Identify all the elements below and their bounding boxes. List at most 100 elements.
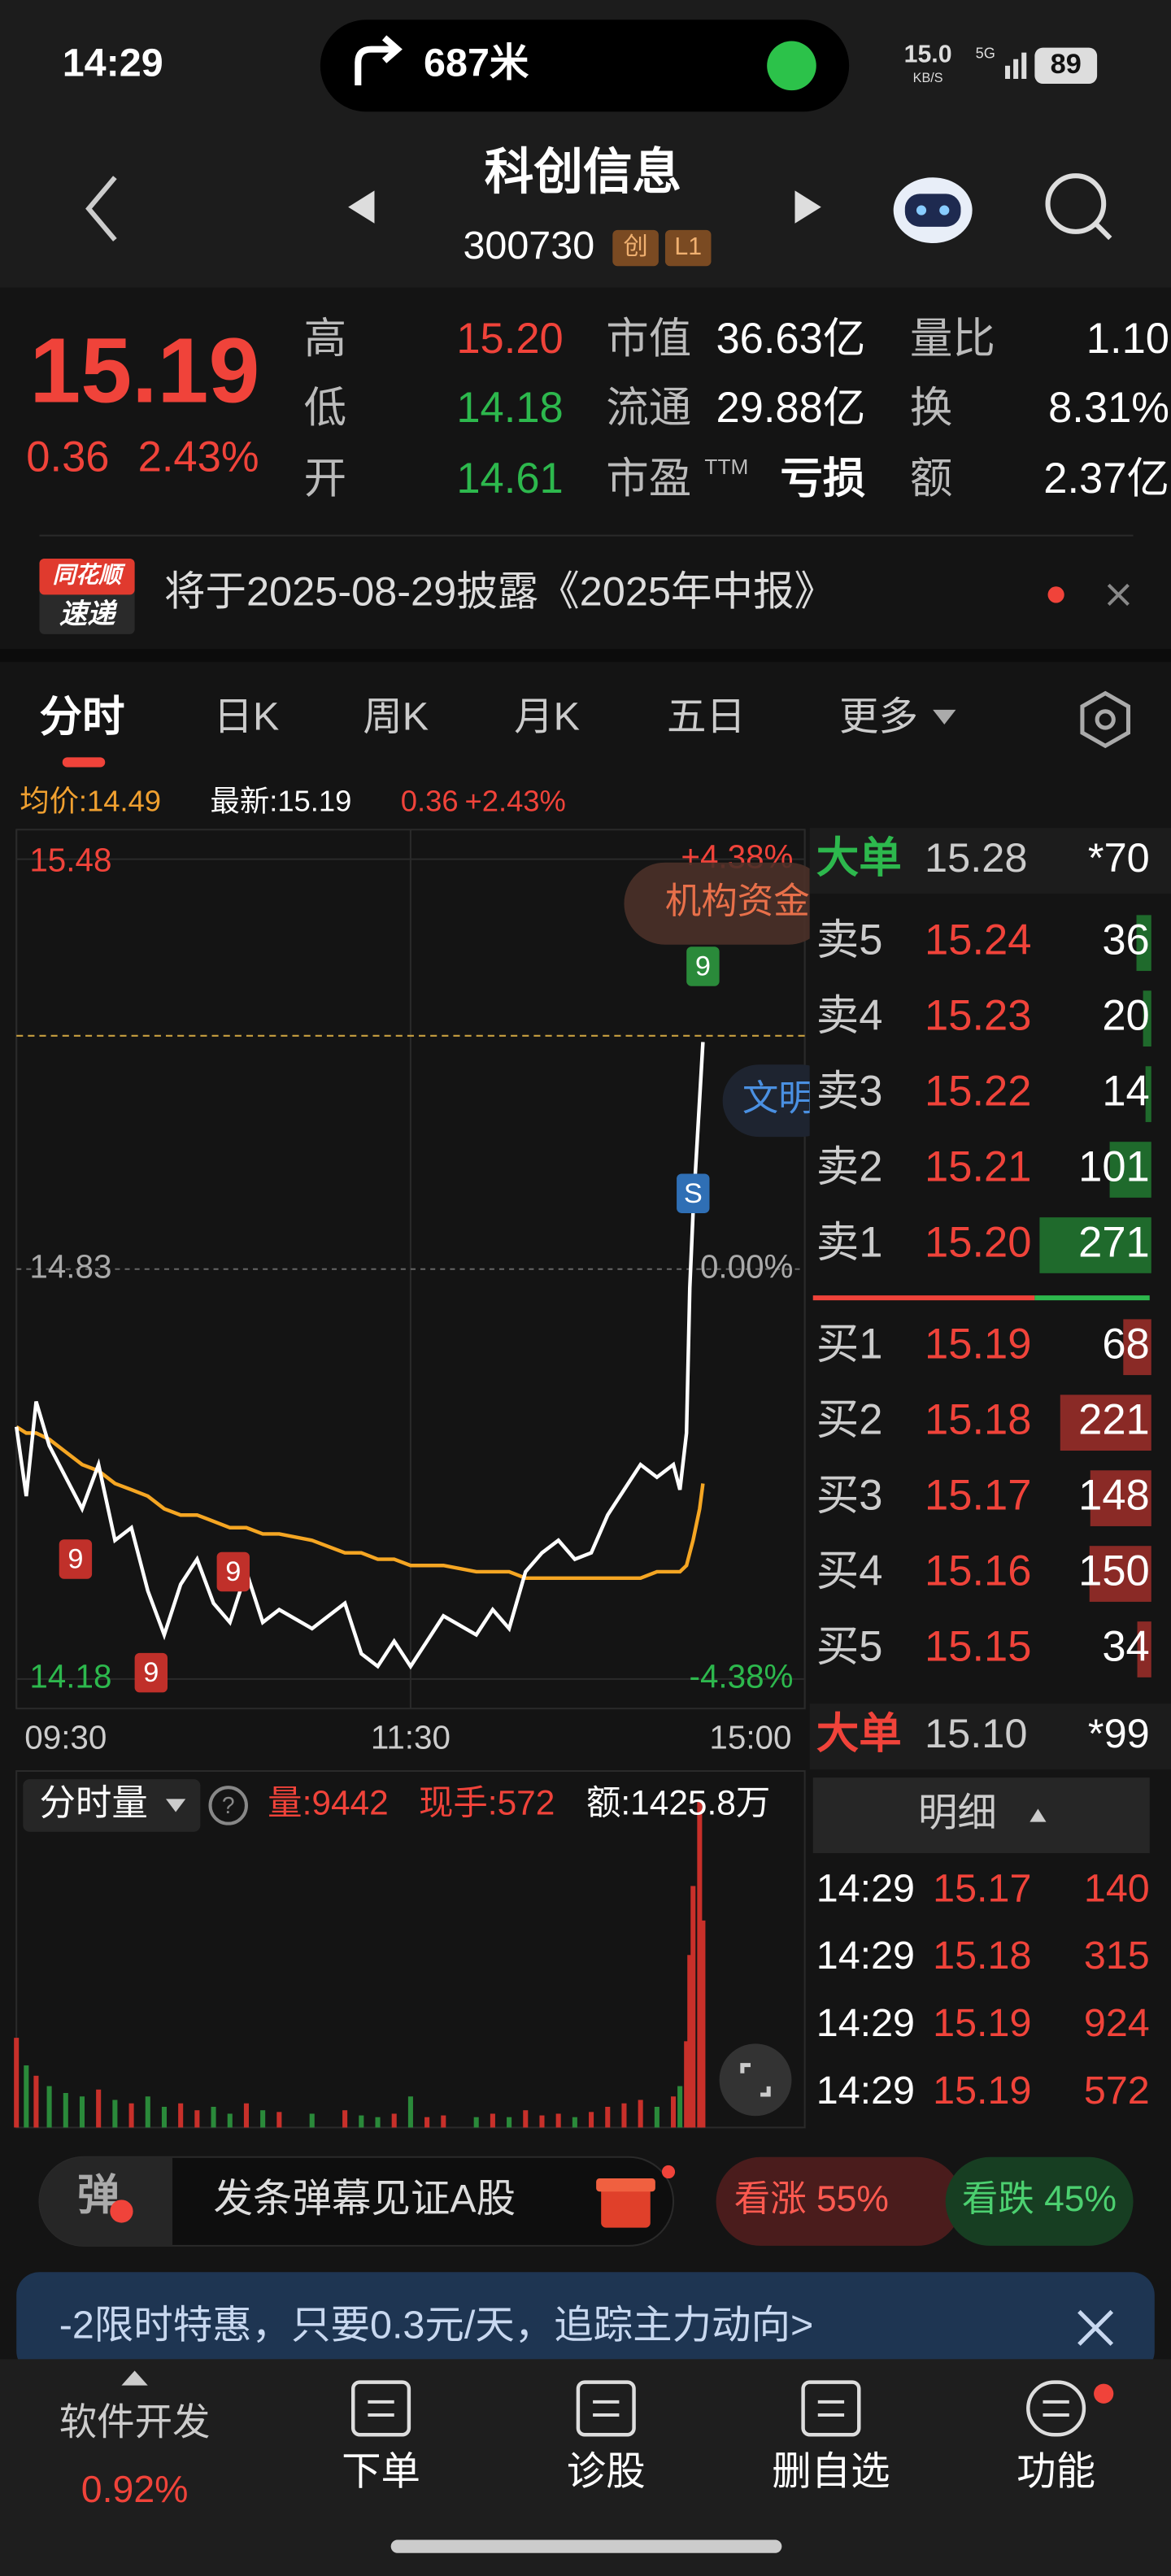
notice-text[interactable]: 将于2025-08-29披露《2025年中报》 xyxy=(164,568,835,615)
stat-value: 1.10 xyxy=(1086,315,1169,363)
danmu-icon-badge xyxy=(110,2200,133,2223)
volume-bar xyxy=(128,2103,134,2128)
volume-bar xyxy=(33,2075,39,2128)
tab[interactable]: 月K xyxy=(514,695,580,739)
stat-label: 低 xyxy=(304,384,347,432)
volume-bar xyxy=(690,1886,696,2128)
sector-name[interactable]: 软件开发 xyxy=(59,2400,211,2443)
nav-icon-detail xyxy=(593,2400,620,2417)
volume-bar xyxy=(375,2117,381,2128)
tab[interactable]: 日K xyxy=(214,695,280,739)
depth-label: 买3 xyxy=(816,1471,883,1519)
tab[interactable]: 更多 xyxy=(839,695,918,739)
assistant-icon[interactable] xyxy=(893,177,973,244)
signal-label: 9 xyxy=(143,1657,159,1688)
depth-bar xyxy=(1143,990,1151,1046)
y-tick-label: 15.48 xyxy=(29,841,111,878)
volume-bar xyxy=(342,2110,348,2128)
tab[interactable]: 五日 xyxy=(667,695,746,739)
nav-item[interactable]: 功能 xyxy=(1016,2450,1095,2494)
volume-bar xyxy=(605,2106,611,2128)
price-line xyxy=(15,1425,705,1581)
depth-label: 卖5 xyxy=(816,916,883,964)
overlay-label[interactable]: 文明 xyxy=(742,1078,815,1118)
nav-item[interactable]: 下单 xyxy=(342,2450,420,2494)
volume-bar xyxy=(359,2115,364,2128)
gift-dot xyxy=(661,2165,676,2179)
close-notice[interactable] xyxy=(1107,583,1130,606)
notice-badge-bottom: 速递 xyxy=(59,599,118,630)
back-button[interactable] xyxy=(85,176,117,242)
overlay-pill[interactable] xyxy=(722,1064,838,1138)
depth-volume: 20 xyxy=(1102,992,1149,1040)
nav-item[interactable]: 诊股 xyxy=(567,2450,646,2494)
volume-bar xyxy=(407,2096,413,2128)
trade-volume: 315 xyxy=(1084,1934,1150,1978)
trade-volume: 572 xyxy=(1084,2069,1150,2113)
big-order-price: 15.28 xyxy=(925,834,1027,881)
stat-label: 开 xyxy=(304,455,347,503)
overlay-pill[interactable] xyxy=(624,862,829,945)
tab[interactable]: 周K xyxy=(363,695,429,739)
danmu-text[interactable]: 发条弹幕见证A股 xyxy=(214,2177,516,2221)
depth-label: 卖4 xyxy=(816,992,883,1040)
nav-icon xyxy=(351,2380,411,2437)
volume-bar xyxy=(638,2100,643,2128)
depth-volume: 271 xyxy=(1078,1218,1150,1266)
nav-dot-icon xyxy=(767,41,816,91)
nav-item[interactable]: 删自选 xyxy=(772,2450,890,2494)
signal-marker xyxy=(134,1652,168,1693)
close-banner[interactable] xyxy=(1077,2309,1114,2346)
latest-price: 最新:15.19 xyxy=(211,785,352,818)
depth-price: 15.20 xyxy=(925,1218,1031,1266)
expand-button[interactable] xyxy=(719,2043,792,2117)
tab[interactable]: 分时 xyxy=(39,693,124,741)
volume-bar xyxy=(276,2112,282,2128)
search-button[interactable] xyxy=(1045,173,1112,241)
volume-stat: 现手:572 xyxy=(419,1784,555,1822)
vote-up[interactable] xyxy=(716,2156,962,2246)
volume-title[interactable]: 分时量 xyxy=(39,1783,147,1823)
volume-bar xyxy=(539,2115,545,2128)
more-arrow xyxy=(933,709,956,724)
trade-price: 15.19 xyxy=(933,2001,1031,2045)
stock-tag-bg xyxy=(612,229,659,267)
volume-bar xyxy=(684,2041,690,2128)
volume-bar xyxy=(211,2106,216,2128)
volume-selector[interactable] xyxy=(23,1779,201,1832)
vote-down[interactable] xyxy=(945,2156,1134,2246)
stock-code: 300730 xyxy=(463,224,594,268)
depth-price: 15.22 xyxy=(925,1067,1031,1115)
signal-marker xyxy=(677,1173,710,1213)
next-stock[interactable] xyxy=(794,190,821,224)
depth-label: 卖2 xyxy=(816,1142,883,1190)
price-line xyxy=(14,1042,705,1670)
depth-bar xyxy=(1123,1319,1151,1376)
sector-arrow xyxy=(121,2370,148,2386)
promo-banner[interactable] xyxy=(16,2272,1155,2374)
depth-price: 15.16 xyxy=(925,1547,1031,1595)
summary-change-pct: +2.43% xyxy=(465,785,566,818)
volume-bar xyxy=(687,1955,693,2128)
expand-icon xyxy=(740,2063,771,2097)
volume-bar xyxy=(14,2038,20,2128)
trade-price: 15.19 xyxy=(933,2069,1031,2113)
trades-header[interactable] xyxy=(812,1778,1150,1854)
nav-icon xyxy=(801,2380,861,2437)
depth-price: 15.19 xyxy=(925,1321,1031,1368)
big-order-label: 大单 xyxy=(816,834,902,882)
nav-icon xyxy=(576,2380,636,2437)
help-icon[interactable] xyxy=(208,1786,248,1825)
volume-bar xyxy=(523,2110,529,2128)
depth-price: 15.24 xyxy=(925,916,1031,964)
stat-label: 市盈 xyxy=(606,455,691,503)
stat-label: 额 xyxy=(910,455,953,503)
settings-button[interactable] xyxy=(1080,690,1131,749)
trade-price: 15.18 xyxy=(933,1934,1031,1978)
prev-stock[interactable] xyxy=(348,190,375,224)
overlay-label[interactable]: 机构资金 xyxy=(665,881,810,921)
depth-price: 15.21 xyxy=(925,1142,1031,1190)
depth-volume: 14 xyxy=(1102,1067,1149,1115)
depth-label: 卖1 xyxy=(816,1218,883,1266)
volume-bar xyxy=(161,2106,167,2128)
